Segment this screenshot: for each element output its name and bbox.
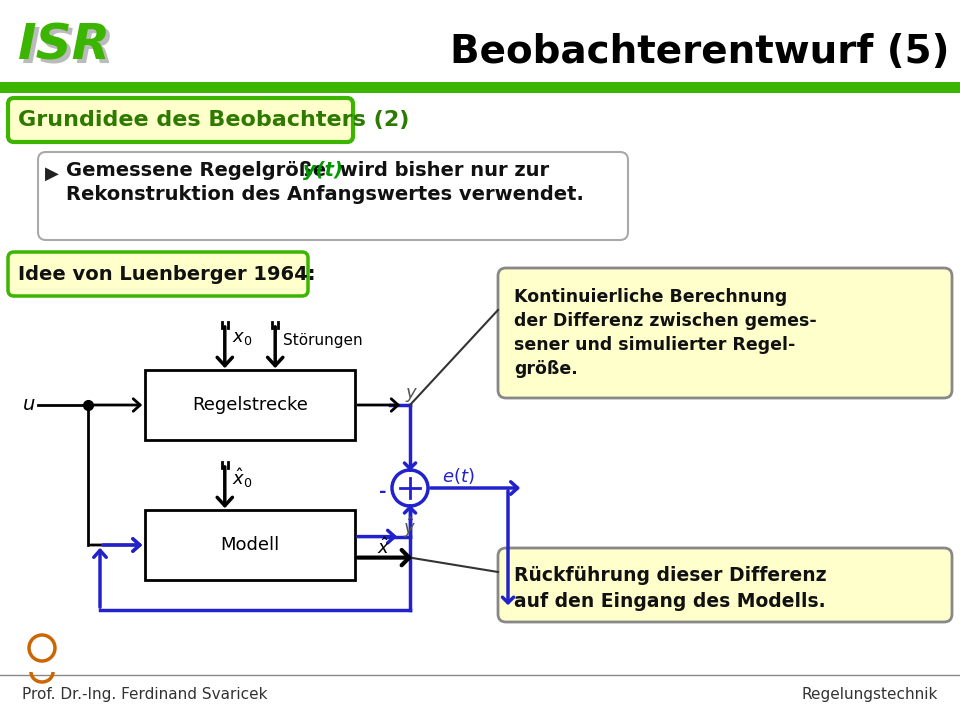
Text: Störungen: Störungen: [283, 333, 363, 348]
Text: Rückführung dieser Differenz: Rückführung dieser Differenz: [514, 566, 827, 585]
Text: der Differenz zwischen gemes-: der Differenz zwischen gemes-: [514, 312, 817, 330]
Text: Regelungstechnik: Regelungstechnik: [802, 688, 938, 703]
Text: auf den Eingang des Modells.: auf den Eingang des Modells.: [514, 592, 826, 611]
Text: $e(t)$: $e(t)$: [442, 466, 474, 486]
Text: ▶: ▶: [45, 165, 59, 183]
Text: Regelstrecke: Regelstrecke: [192, 396, 308, 414]
Text: Rekonstruktion des Anfangswertes verwendet.: Rekonstruktion des Anfangswertes verwend…: [66, 184, 584, 203]
Text: Modell: Modell: [221, 536, 279, 554]
FancyBboxPatch shape: [8, 252, 308, 296]
FancyBboxPatch shape: [8, 98, 353, 142]
Text: Prof. Dr.-Ing. Ferdinand Svaricek: Prof. Dr.-Ing. Ferdinand Svaricek: [22, 688, 268, 703]
Bar: [0, 82, 960, 93]
Text: ISR: ISR: [22, 26, 115, 74]
Bar: [145, 510, 355, 580]
Text: Grundidee des Beobachters (2): Grundidee des Beobachters (2): [18, 110, 409, 130]
Text: Beobachterentwurf (5): Beobachterentwurf (5): [450, 33, 950, 71]
FancyBboxPatch shape: [38, 152, 628, 240]
Text: sener und simulierter Regel-: sener und simulierter Regel-: [514, 336, 796, 354]
Text: Gemessene Regelgröße: Gemessene Regelgröße: [66, 161, 333, 179]
Circle shape: [392, 470, 428, 506]
FancyBboxPatch shape: [498, 268, 952, 398]
Text: $y$: $y$: [405, 386, 419, 404]
FancyBboxPatch shape: [498, 548, 952, 622]
Text: Kontinuierliche Berechnung: Kontinuierliche Berechnung: [514, 288, 787, 306]
Text: größe.: größe.: [514, 360, 578, 378]
Text: $\hat{y}$: $\hat{y}$: [403, 516, 417, 540]
Bar: [145, 370, 355, 440]
Text: $\hat{x}$: $\hat{x}$: [377, 537, 391, 558]
Text: $x_0$: $x_0$: [231, 329, 252, 347]
Text: ISR: ISR: [18, 22, 111, 70]
Text: $u$: $u$: [22, 396, 36, 415]
Text: wird bisher nur zur: wird bisher nur zur: [333, 161, 549, 179]
Text: Idee von Luenberger 1964:: Idee von Luenberger 1964:: [18, 264, 316, 283]
Text: $\hat{x}_0$: $\hat{x}_0$: [231, 466, 252, 490]
Text: -: -: [378, 483, 386, 501]
Text: y(t): y(t): [303, 161, 343, 179]
